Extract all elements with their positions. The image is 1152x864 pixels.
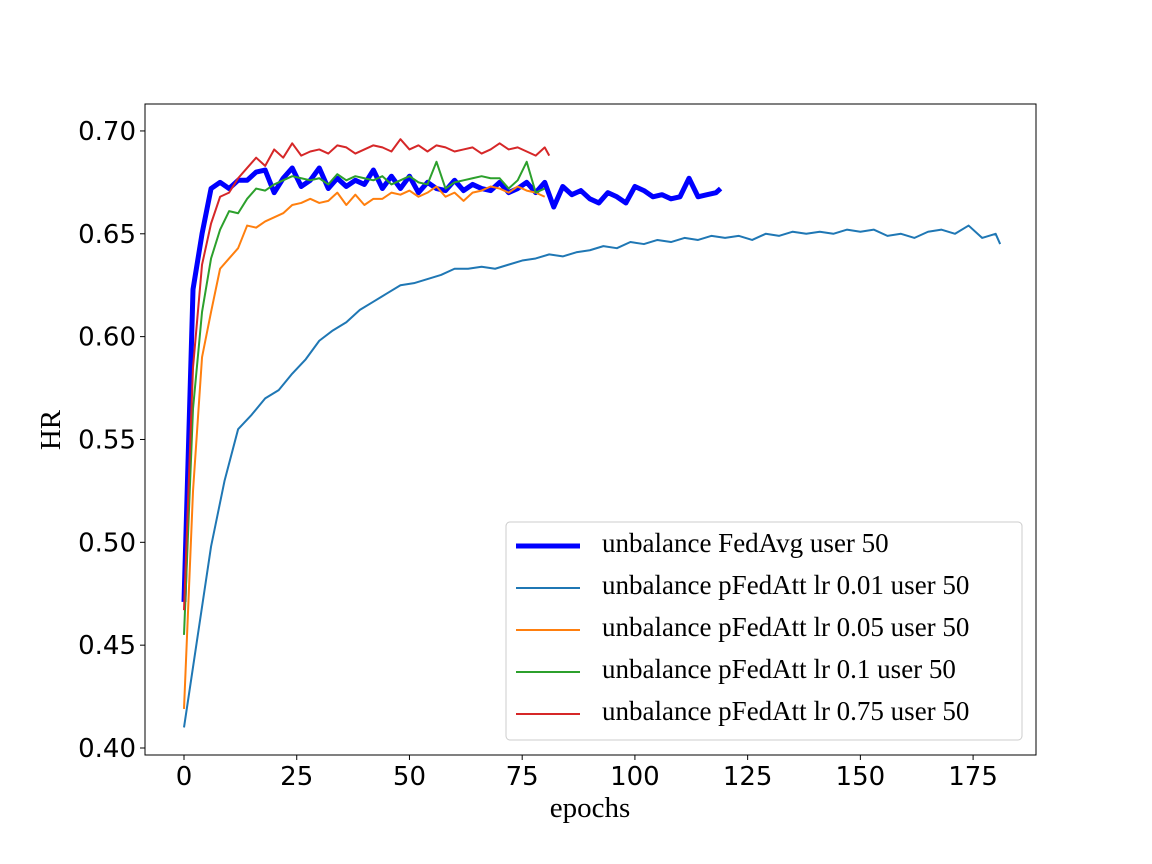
x-tick-label: 150	[836, 762, 886, 792]
y-tick-label: 0.40	[78, 734, 136, 764]
series-line	[181, 165, 723, 603]
x-tick-label: 25	[280, 762, 313, 792]
legend-label: unbalance pFedAtt lr 0.1 user 50	[602, 654, 956, 684]
legend-label: unbalance pFedAtt lr 0.05 user 50	[602, 612, 969, 642]
y-tick-label: 0.70	[78, 117, 136, 147]
plot-frame	[144, 103, 1037, 756]
series-line	[183, 224, 1002, 728]
legend-label: unbalance FedAvg user 50	[602, 528, 889, 558]
x-tick-label: 0	[176, 762, 193, 792]
y-tick-label: 0.60	[78, 323, 136, 353]
y-tick-label: 0.50	[78, 528, 136, 558]
x-tick-label: 125	[723, 762, 773, 792]
y-axis-label: HR	[35, 409, 67, 450]
series-line	[183, 138, 551, 611]
x-tick-label: 50	[393, 762, 426, 792]
x-axis-label: epochs	[550, 792, 631, 824]
legend-label: unbalance pFedAtt lr 0.75 user 50	[602, 696, 969, 726]
x-tick-label: 75	[506, 762, 539, 792]
legend-label: unbalance pFedAtt lr 0.01 user 50	[602, 570, 969, 600]
x-tick-label: 100	[610, 762, 660, 792]
series-line	[183, 185, 546, 709]
legend-box	[505, 521, 1023, 741]
y-tick-label: 0.55	[78, 425, 136, 455]
series-line	[183, 160, 546, 635]
y-tick-label: 0.45	[78, 631, 136, 661]
y-tick-label: 0.65	[78, 220, 136, 250]
x-tick-label: 175	[948, 762, 998, 792]
